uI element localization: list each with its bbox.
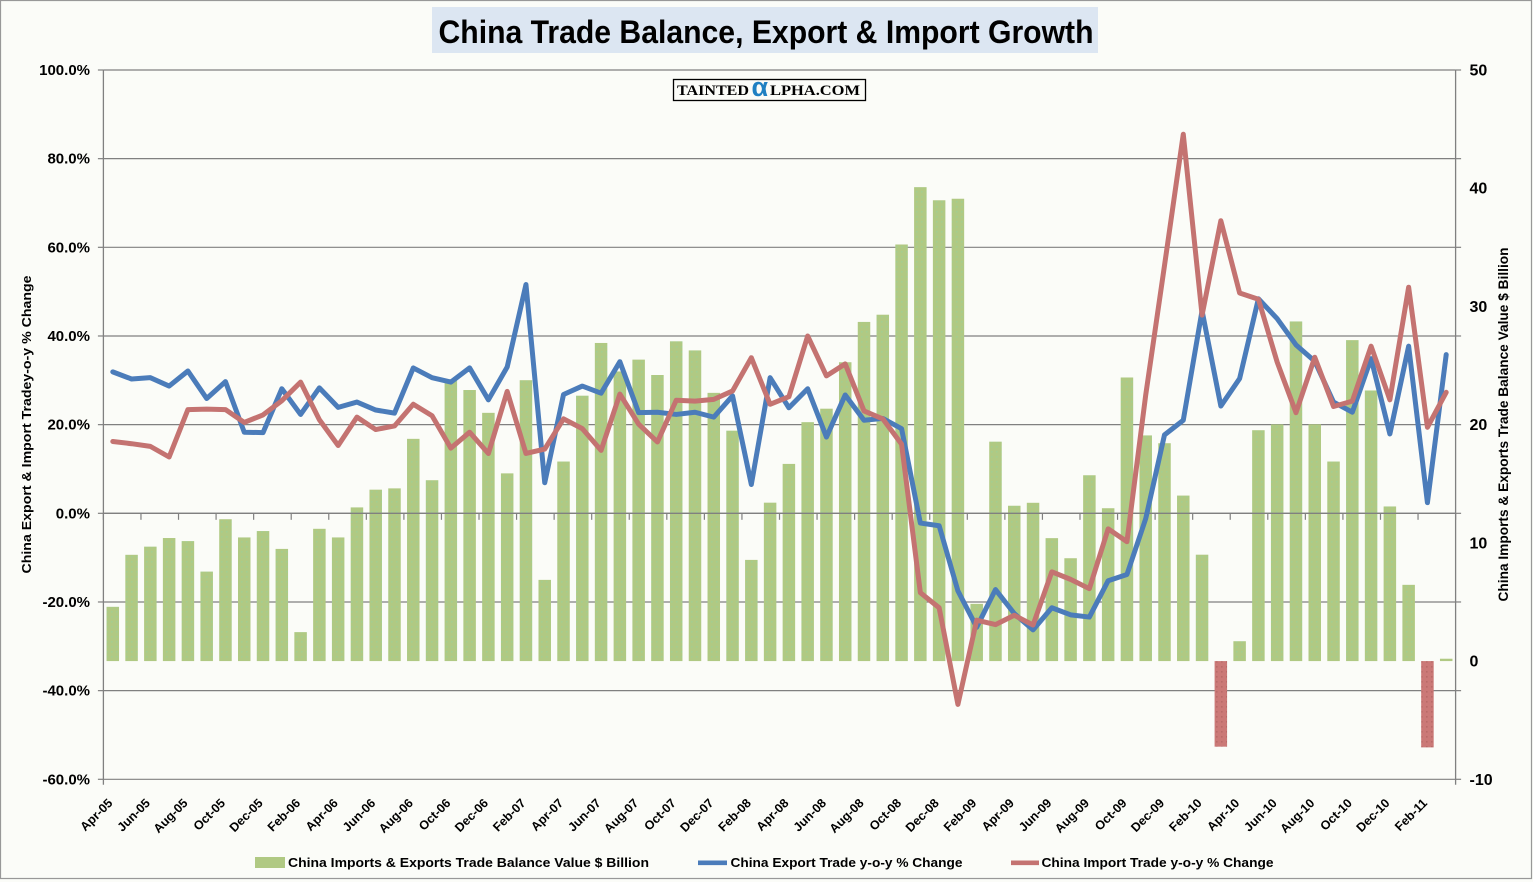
- svg-text:LPHA.COM: LPHA.COM: [770, 83, 860, 99]
- svg-text:30: 30: [1470, 299, 1488, 316]
- svg-text:China Imports & Exports Trade: China Imports & Exports Trade Balance Va…: [1496, 247, 1511, 601]
- svg-text:China Imports & Exports Trade: China Imports & Exports Trade Balance Va…: [288, 855, 649, 870]
- svg-text:0: 0: [1470, 654, 1479, 671]
- svg-text:0.0%: 0.0%: [56, 505, 90, 522]
- svg-text:10: 10: [1470, 535, 1488, 552]
- svg-text:-60.0%: -60.0%: [42, 771, 90, 788]
- svg-text:50: 50: [1470, 63, 1488, 80]
- svg-text:100.0%: 100.0%: [39, 62, 90, 79]
- svg-text:40.0%: 40.0%: [47, 328, 90, 345]
- svg-text:China Trade Balance, Export &: China Trade Balance, Export & Import Gro…: [439, 14, 1094, 50]
- svg-text:α: α: [752, 72, 769, 102]
- svg-text:-10: -10: [1470, 772, 1493, 789]
- svg-text:-40.0%: -40.0%: [42, 683, 90, 700]
- svg-text:TAINTED: TAINTED: [677, 83, 749, 99]
- svg-text:80.0%: 80.0%: [47, 151, 90, 168]
- svg-text:60.0%: 60.0%: [47, 239, 90, 256]
- svg-text:40: 40: [1470, 181, 1488, 198]
- svg-text:China Export Trade y-o-y % Cha: China Export Trade y-o-y % Change: [731, 855, 963, 870]
- svg-text:20: 20: [1470, 417, 1488, 434]
- svg-text:China Import Trade y-o-y % Cha: China Import Trade y-o-y % Change: [1042, 855, 1274, 870]
- svg-text:20.0%: 20.0%: [47, 417, 90, 434]
- svg-text:-20.0%: -20.0%: [42, 594, 90, 611]
- svg-text:China Export & Import Tradey-o: China Export & Import Tradey-o-y % Chang…: [19, 276, 34, 574]
